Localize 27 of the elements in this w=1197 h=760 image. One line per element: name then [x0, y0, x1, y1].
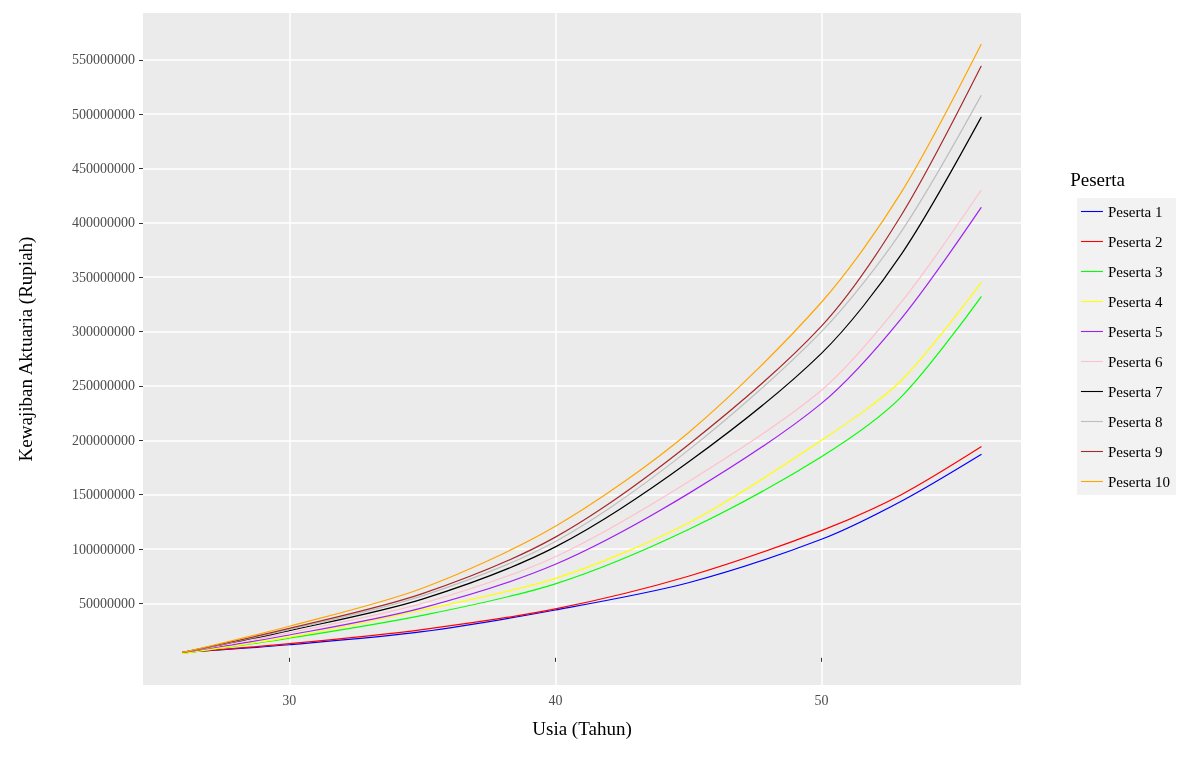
y-tick-label: 550000000	[72, 52, 135, 68]
legend-label: Peserta 6	[1107, 353, 1163, 370]
y-tick-label: 350000000	[72, 269, 135, 285]
y-tick-label: 250000000	[72, 378, 135, 394]
legend-label: Peserta 7	[1107, 383, 1163, 400]
y-tick-label: 450000000	[72, 161, 135, 176]
legend-label: Peserta 4	[1107, 293, 1163, 310]
y-tick-label: 150000000	[72, 487, 135, 503]
x-tick-label: 50	[814, 692, 829, 708]
y-tick-label: 200000000	[72, 432, 135, 448]
x-tick-label: 30	[282, 692, 297, 708]
legend-label: Peserta 1	[1107, 203, 1163, 220]
legend-label: Peserta 3	[1107, 263, 1163, 280]
legend-label: Peserta 8	[1107, 413, 1163, 430]
x-tick-label: 40	[548, 692, 563, 708]
y-axis-title: Kewajiban Aktuaria (Rupiah)	[15, 236, 37, 462]
legend-label: Peserta 9	[1107, 443, 1163, 460]
legend-label: Peserta 2	[1107, 233, 1163, 250]
y-tick-label: 100000000	[72, 541, 135, 557]
y-tick-label: 300000000	[72, 324, 135, 340]
x-axis-title: Usia (Tahun)	[532, 718, 632, 740]
y-tick-label: 50000000	[79, 595, 135, 611]
y-tick-label: 400000000	[72, 215, 135, 231]
legend-label: Peserta 5	[1107, 323, 1163, 340]
legend-title: Peserta	[1070, 169, 1126, 190]
legend-label: Peserta 10	[1107, 473, 1171, 490]
y-tick-label: 500000000	[72, 106, 135, 122]
